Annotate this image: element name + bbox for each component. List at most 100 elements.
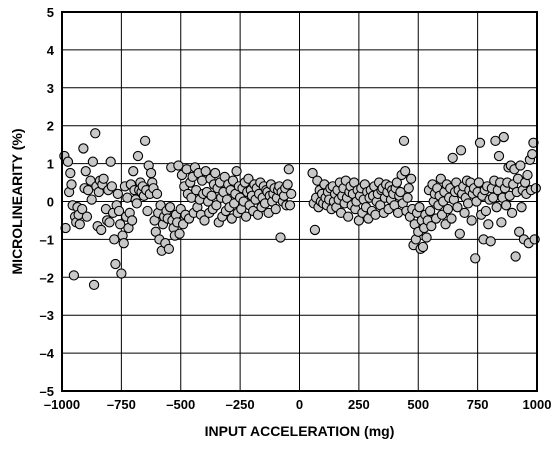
y-tick-label: –3 bbox=[40, 308, 54, 323]
data-point bbox=[398, 135, 410, 147]
data-point bbox=[417, 241, 429, 253]
x-tick-label: 750 bbox=[467, 397, 489, 412]
data-point bbox=[231, 166, 242, 177]
y-axis-title: MICROLINEARITY (%) bbox=[9, 129, 25, 275]
data-point bbox=[493, 150, 505, 162]
grid bbox=[61, 11, 538, 392]
data-point bbox=[480, 205, 492, 217]
data-point bbox=[142, 205, 153, 217]
tick-labels: –1000 –750 –500 –250 0 250 500 750 1000 5 4 3 2 1 0 –1 –… bbox=[40, 5, 552, 412]
data-point bbox=[455, 145, 467, 156]
y-tick-label: 5 bbox=[47, 5, 54, 20]
data-point bbox=[81, 211, 93, 222]
data-point bbox=[88, 279, 100, 291]
data-point bbox=[115, 219, 126, 230]
y-tick-label: 0 bbox=[47, 195, 54, 210]
x-tick-label: –250 bbox=[226, 397, 255, 412]
y-tick-label: 2 bbox=[47, 119, 54, 134]
data-point bbox=[96, 224, 107, 236]
data-point bbox=[106, 181, 118, 192]
data-point bbox=[530, 183, 541, 194]
data-point bbox=[516, 202, 527, 213]
data-point bbox=[392, 207, 404, 219]
data-point bbox=[270, 203, 281, 215]
data-point bbox=[126, 215, 138, 226]
data-point bbox=[66, 179, 77, 190]
data-point bbox=[514, 226, 525, 237]
x-tick-label: 500 bbox=[407, 397, 429, 412]
data-point bbox=[98, 173, 109, 184]
data-point bbox=[528, 137, 539, 148]
y-tick-label: –2 bbox=[40, 270, 54, 285]
data-point bbox=[473, 177, 484, 188]
x-tick-label: 250 bbox=[348, 397, 370, 412]
data-point bbox=[139, 135, 151, 147]
data-point bbox=[491, 202, 502, 213]
data-point bbox=[80, 166, 91, 177]
data-point bbox=[173, 160, 184, 171]
data-point bbox=[82, 184, 94, 196]
data-point bbox=[210, 167, 221, 179]
data-point bbox=[199, 215, 210, 226]
data-point bbox=[131, 198, 142, 209]
y-tick-label: 4 bbox=[47, 43, 55, 58]
data-point bbox=[128, 166, 139, 177]
data-point bbox=[414, 202, 425, 213]
y-tick-label: 3 bbox=[47, 81, 54, 96]
data-point bbox=[490, 135, 501, 147]
data-point bbox=[118, 238, 129, 249]
data-point bbox=[343, 211, 354, 222]
data-point bbox=[459, 207, 470, 219]
data-point bbox=[151, 188, 163, 200]
data-point bbox=[240, 211, 252, 222]
data-point bbox=[284, 200, 296, 211]
data-point bbox=[485, 236, 496, 247]
data-point bbox=[470, 253, 481, 264]
data-point bbox=[474, 137, 486, 148]
data-point bbox=[498, 131, 509, 143]
data-point bbox=[86, 194, 97, 205]
data-point bbox=[164, 202, 176, 213]
data-point bbox=[307, 167, 318, 179]
data-point bbox=[200, 166, 211, 177]
data-point bbox=[452, 202, 463, 213]
data-point bbox=[402, 192, 413, 203]
data-point bbox=[109, 234, 120, 245]
data-point bbox=[283, 164, 294, 175]
data-point bbox=[110, 258, 121, 270]
data-point bbox=[370, 209, 381, 220]
data-point bbox=[282, 179, 293, 190]
data-point bbox=[462, 198, 474, 209]
data-point bbox=[68, 270, 80, 281]
data-point bbox=[426, 220, 437, 232]
data-point bbox=[62, 156, 74, 167]
data-point bbox=[112, 188, 123, 200]
x-tick-label: 0 bbox=[296, 397, 303, 412]
data-point bbox=[77, 203, 88, 215]
data-point bbox=[196, 175, 208, 186]
data-point bbox=[454, 228, 465, 239]
y-tick-label: –1 bbox=[40, 232, 54, 247]
data-point bbox=[74, 219, 85, 230]
data-point bbox=[500, 200, 512, 211]
data-point bbox=[424, 205, 436, 217]
data-point bbox=[206, 190, 217, 201]
data-point bbox=[527, 148, 538, 160]
data-point bbox=[105, 156, 116, 167]
data-point bbox=[515, 160, 526, 171]
y-tick-label: 1 bbox=[47, 157, 54, 172]
data-point bbox=[506, 207, 518, 219]
x-tick-label: –1000 bbox=[44, 397, 80, 412]
x-tick-label: –500 bbox=[166, 397, 195, 412]
data-point bbox=[163, 243, 175, 255]
data-point bbox=[442, 203, 454, 215]
plot-frame bbox=[61, 11, 538, 392]
data-point bbox=[113, 205, 125, 217]
data-point bbox=[309, 224, 321, 236]
data-point bbox=[275, 232, 286, 243]
data-point bbox=[65, 167, 76, 179]
data-point bbox=[87, 156, 99, 167]
data-point bbox=[446, 213, 457, 224]
data-point bbox=[447, 152, 458, 164]
data-point bbox=[174, 228, 185, 239]
